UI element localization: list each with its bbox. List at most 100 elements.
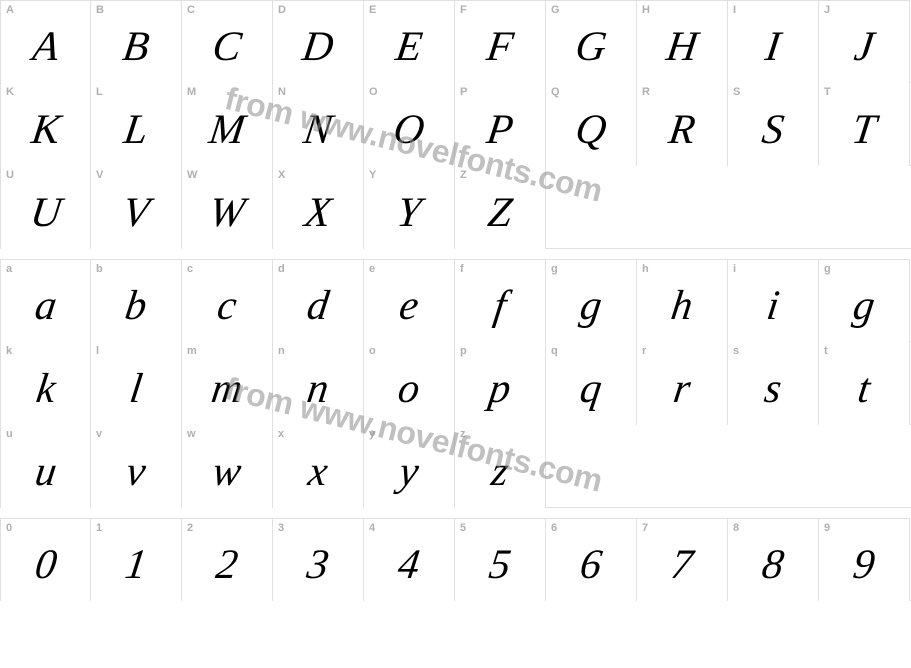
glyph-cell: PP	[455, 83, 546, 166]
glyph: 2	[213, 541, 241, 589]
glyph-row: kkllmmnnooppqqrrsstt	[0, 342, 911, 425]
glyph: Y	[394, 188, 424, 236]
glyph: X	[302, 188, 334, 236]
glyph-cell: ff	[455, 259, 546, 342]
glyph-cell: UU	[0, 166, 91, 249]
glyph: e	[396, 282, 421, 330]
glyph-cell: OO	[364, 83, 455, 166]
glyph: h	[668, 282, 696, 330]
key-label: D	[278, 4, 286, 16]
glyph-cell: 88	[728, 518, 819, 601]
key-label: i	[733, 263, 736, 275]
glyph-cell: ll	[91, 342, 182, 425]
glyph-row: UUVVWWXXYYZZ	[0, 166, 911, 249]
key-label: r	[642, 345, 646, 357]
glyph-cell: 33	[273, 518, 364, 601]
glyph: P	[484, 105, 516, 153]
key-label: M	[187, 86, 196, 98]
key-label: g	[551, 263, 558, 275]
key-label: 0	[6, 522, 12, 534]
character-map-grid: AABBCCDDEEFFGGHHIIJJKKLLMMNNOOPPQQRRSSTT…	[0, 0, 911, 601]
glyph: B	[120, 23, 152, 71]
key-label: k	[6, 345, 12, 357]
glyph: N	[301, 105, 336, 153]
key-label: 8	[733, 522, 739, 534]
section-spacer	[0, 508, 911, 518]
glyph: 6	[577, 541, 605, 589]
glyph: A	[29, 23, 61, 71]
glyph-cell: rr	[637, 342, 728, 425]
key-label: 9	[824, 522, 830, 534]
glyph: s	[761, 364, 784, 412]
key-label: F	[460, 4, 467, 16]
glyph-cell: cc	[182, 259, 273, 342]
glyph: c	[214, 282, 239, 330]
glyph-row: AABBCCDDEEFFGGHHIIJJ	[0, 0, 911, 83]
glyph-cell: LL	[91, 83, 182, 166]
glyph-cell: kk	[0, 342, 91, 425]
glyph: R	[666, 105, 698, 153]
glyph: z	[488, 447, 511, 495]
glyph-cell: II	[728, 0, 819, 83]
glyph-cell: 99	[819, 518, 910, 601]
glyph: p	[486, 364, 514, 412]
glyph-cell: ii	[728, 259, 819, 342]
glyph: 9	[850, 541, 878, 589]
key-label: G	[551, 4, 560, 16]
glyph: b	[122, 282, 150, 330]
glyph-cell: hh	[637, 259, 728, 342]
key-label: X	[278, 169, 285, 181]
key-label: z	[460, 428, 466, 440]
key-label: R	[642, 86, 650, 98]
key-label: 1	[96, 522, 102, 534]
glyph-cell: WW	[182, 166, 273, 249]
key-label: t	[824, 345, 828, 357]
key-label: 2	[187, 522, 193, 534]
key-label: W	[187, 169, 197, 181]
glyph-cell: BB	[91, 0, 182, 83]
key-label: v	[96, 428, 102, 440]
glyph-cell: bb	[91, 259, 182, 342]
key-label: d	[278, 263, 285, 275]
glyph: x	[305, 447, 330, 495]
key-label: w	[187, 428, 196, 440]
glyph-cell: KK	[0, 83, 91, 166]
glyph-cell: AA	[0, 0, 91, 83]
glyph-row: KKLLMMNNOOPPQQRRSSTT	[0, 83, 911, 166]
glyph: v	[123, 447, 148, 495]
glyph: E	[393, 23, 425, 71]
glyph: U	[27, 188, 64, 236]
glyph-cell: CC	[182, 0, 273, 83]
key-label: U	[6, 169, 14, 181]
key-label: S	[733, 86, 740, 98]
key-label: x	[278, 428, 284, 440]
key-label: l	[96, 345, 99, 357]
glyph-cell: TT	[819, 83, 910, 166]
glyph-cell: EE	[364, 0, 455, 83]
key-label: I	[733, 4, 736, 16]
key-label: b	[96, 263, 103, 275]
glyph-cell: HH	[637, 0, 728, 83]
key-label: y	[369, 428, 375, 440]
key-label: e	[369, 263, 375, 275]
glyph: I	[763, 23, 784, 71]
glyph-row: uuvvwwxxyyzz	[0, 425, 911, 508]
glyph-row: aabbccddeeffgghhiigg	[0, 259, 911, 342]
glyph-cell: ww	[182, 425, 273, 508]
glyph: t	[855, 364, 873, 412]
key-label: 5	[460, 522, 466, 534]
glyph-cell: XX	[273, 166, 364, 249]
glyph: 8	[759, 541, 787, 589]
glyph-row: 00112233445566778899	[0, 518, 911, 601]
key-label: p	[460, 345, 467, 357]
glyph-cell: gg	[546, 259, 637, 342]
glyph-cell: vv	[91, 425, 182, 508]
glyph-cell: uu	[0, 425, 91, 508]
glyph: F	[484, 23, 516, 71]
key-label: Y	[369, 169, 376, 181]
glyph: G	[572, 23, 609, 71]
glyph-cell: xx	[273, 425, 364, 508]
key-label: E	[369, 4, 376, 16]
glyph-cell: YY	[364, 166, 455, 249]
key-label: A	[6, 4, 14, 16]
